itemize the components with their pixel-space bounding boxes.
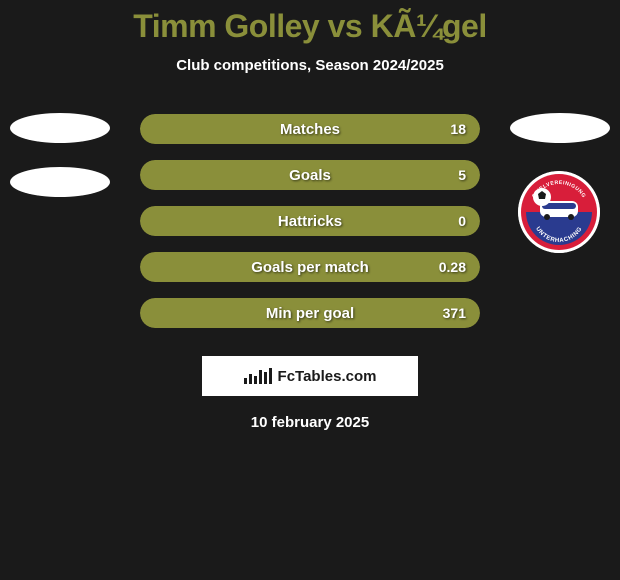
stat-label: Hattricks xyxy=(278,213,342,230)
stat-row: Goals per match 0.28 xyxy=(0,244,620,290)
stat-label: Goals xyxy=(289,167,331,184)
stats-area: SPIELVEREINIGUNG UNTERHACHING Matches18G… xyxy=(0,106,620,336)
stat-bars: Matches 18 Goals 5 Hattricks 0 Goals per match… xyxy=(0,106,620,336)
source-badge: FcTables.com xyxy=(202,356,418,396)
stat-value: 5 xyxy=(458,167,466,183)
page-subtitle: Club competitions, Season 2024/2025 xyxy=(0,45,620,74)
stat-value: 0 xyxy=(458,213,466,229)
stat-row: Goals 5 xyxy=(0,152,620,198)
stat-label: Goals per match xyxy=(251,259,369,276)
stat-label: Min per goal xyxy=(266,305,354,322)
date-text: 10 february 2025 xyxy=(0,414,620,431)
comparison-infographic: Timm Golley vs KÃ¼gel Club competitions,… xyxy=(0,0,620,580)
stat-value: 371 xyxy=(443,305,466,321)
stat-bar: Hattricks 0 xyxy=(140,206,480,236)
stat-bar: Goals per match 0.28 xyxy=(140,252,480,282)
stat-bar: Goals 5 xyxy=(140,160,480,190)
stat-row: Matches 18 xyxy=(0,106,620,152)
stat-row: Hattricks 0 xyxy=(0,198,620,244)
page-title: Timm Golley vs KÃ¼gel xyxy=(0,0,620,45)
stat-bar: Min per goal 371 xyxy=(140,298,480,328)
stat-label: Matches xyxy=(280,121,340,138)
stat-row: Min per goal 371 xyxy=(0,290,620,336)
source-text: FcTables.com xyxy=(278,368,377,385)
stat-bar: Matches 18 xyxy=(140,114,480,144)
stat-value: 0.28 xyxy=(439,259,466,275)
stat-value: 18 xyxy=(450,121,466,137)
bars-icon xyxy=(244,368,272,384)
